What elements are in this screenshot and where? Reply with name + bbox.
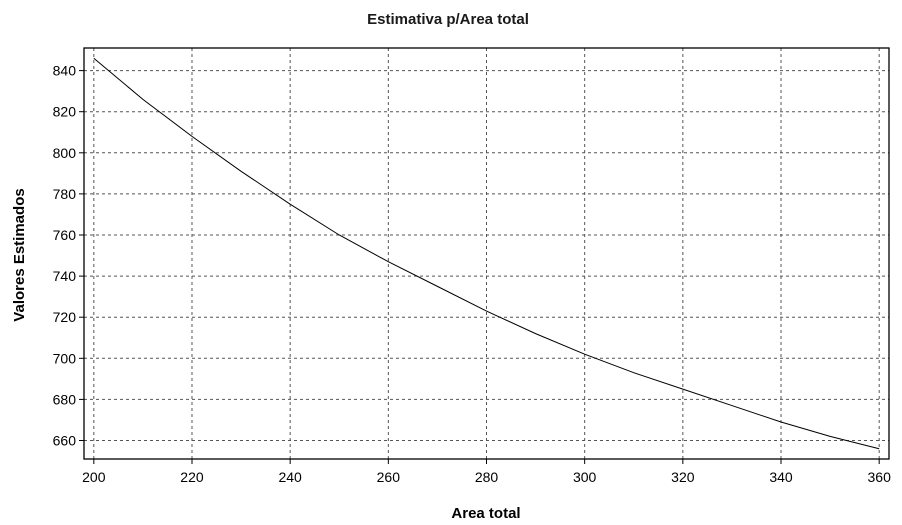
- y-tick-label: 780: [53, 186, 77, 202]
- x-tick-label: 200: [82, 469, 106, 485]
- y-tick-label: 680: [53, 391, 77, 407]
- x-tick-label: 280: [475, 469, 499, 485]
- y-tick-label: 660: [53, 433, 77, 449]
- y-tick-label: 720: [53, 309, 77, 325]
- x-tick-label: 300: [573, 469, 597, 485]
- x-tick-label: 260: [377, 469, 401, 485]
- y-tick-label: 740: [53, 268, 77, 284]
- ticks: 200 220 240 260 280 300 320 340 360 660 680 700 720 7…: [53, 63, 891, 485]
- y-tick-label: 840: [53, 63, 77, 79]
- x-tick-label: 360: [868, 469, 892, 485]
- grid: [84, 48, 889, 459]
- y-tick-label: 800: [53, 145, 77, 161]
- series-line-0: [93, 57, 880, 450]
- y-tick-label: 820: [53, 104, 77, 120]
- x-tick-label: 340: [769, 469, 793, 485]
- y-axis-label: Valores Estimados: [11, 188, 28, 321]
- y-tick-label: 760: [53, 227, 77, 243]
- x-axis-label: Area total: [451, 505, 520, 522]
- series-group: [93, 57, 880, 450]
- x-tick-label: 240: [278, 469, 302, 485]
- x-tick-label: 220: [180, 469, 204, 485]
- x-tick-label: 320: [671, 469, 695, 485]
- y-tick-label: 700: [53, 350, 77, 366]
- chart-title: Estimativa p/Area total: [367, 11, 529, 28]
